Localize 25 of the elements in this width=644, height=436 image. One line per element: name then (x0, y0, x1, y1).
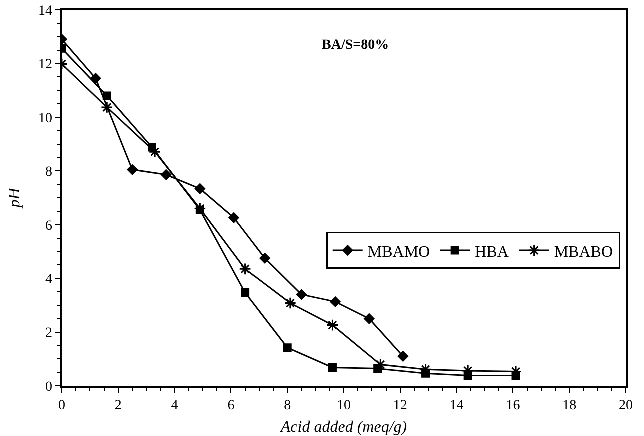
x-tick-label: 2 (114, 398, 122, 414)
y-tick-label: 0 (45, 380, 52, 395)
y-tick-label: 14 (38, 4, 52, 19)
legend-label: MBABO (554, 244, 614, 261)
y-tick-label: 12 (38, 58, 52, 73)
annotation: BA/S=80% (322, 38, 390, 53)
y-tick-label: 4 (45, 272, 52, 288)
x-tick-label: 4 (171, 398, 178, 414)
x-tick-label: 0 (58, 398, 66, 414)
legend-label: HBA (475, 244, 510, 261)
x-tick-label: 6 (228, 398, 235, 414)
y-tick-label: 10 (38, 111, 52, 126)
y-tick-label: 6 (45, 218, 52, 234)
x-tick-label: 20 (619, 398, 633, 414)
x-axis-title: Acid added (meq/g) (280, 419, 408, 436)
x-tick-label: 8 (284, 398, 292, 414)
x-tick-label: 14 (450, 398, 464, 414)
x-tick-label: 12 (393, 398, 408, 414)
y-tick-label: 2 (45, 326, 52, 342)
x-tick-label: 16 (506, 398, 520, 414)
x-tick-label: 18 (562, 398, 577, 414)
y-tick-label: 8 (45, 165, 52, 180)
legend-label: MBAMO (368, 244, 430, 261)
y-axis-title: pH (6, 186, 24, 209)
x-tick-label: 10 (337, 398, 351, 414)
